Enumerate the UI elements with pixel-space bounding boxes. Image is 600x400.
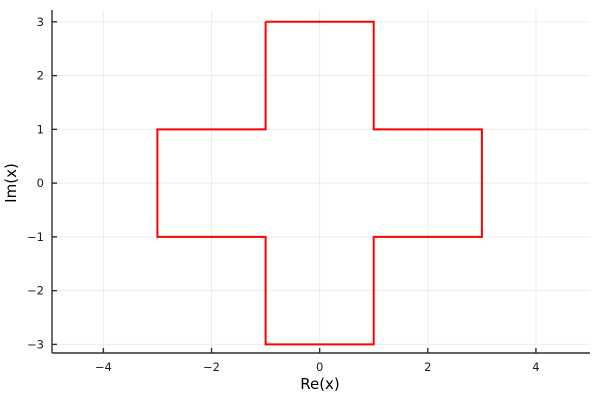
y-tick-label: −2 (27, 284, 44, 298)
grid-layer (52, 10, 590, 353)
x-tick-label: 4 (532, 360, 539, 374)
series-line-cross-outline (156, 20, 483, 346)
x-tick-label: 0 (316, 360, 323, 374)
y-tick-label: 3 (37, 15, 44, 29)
x-tick-label: −4 (95, 360, 112, 374)
y-tick-label: −1 (27, 230, 44, 244)
x-axis-title: Re(x) (300, 375, 340, 393)
y-tick-label: 2 (37, 69, 44, 83)
y-axis-title: Im(x) (2, 163, 20, 203)
y-tick-label: −3 (27, 337, 44, 351)
y-tick-label: 0 (37, 176, 44, 190)
series-layer (156, 20, 483, 346)
x-tick-label: −2 (203, 360, 220, 374)
axis-layer: −4 −2 0 2 4 −3 −2 −1 0 1 2 3 (27, 10, 590, 374)
x-tick-label: 2 (424, 360, 431, 374)
y-tick-label: 1 (37, 122, 44, 136)
